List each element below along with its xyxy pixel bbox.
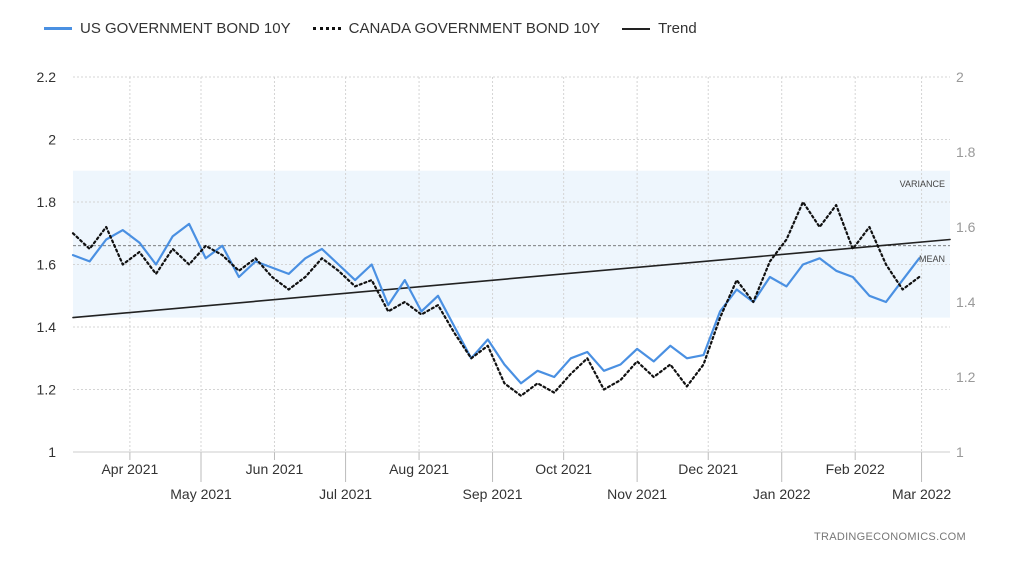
legend-label-trend: Trend	[658, 20, 697, 37]
legend-item-canada[interactable]: CANADA GOVERNMENT BOND 10Y	[312, 20, 601, 37]
y-right-tick-label: 1.6	[956, 219, 976, 235]
x-tick-label: Mar 2022	[892, 486, 951, 502]
series-line-us	[71, 222, 921, 385]
y-left-tick-label: 1.6	[37, 257, 57, 273]
variance-label: VARIANCE	[900, 179, 945, 189]
y-right-tick-label: 2	[956, 69, 964, 85]
x-tick-label: Jun 2021	[246, 461, 304, 477]
source-credit[interactable]: TRADINGECONOMICS.COM	[813, 531, 966, 543]
mean-label: MEAN	[919, 254, 945, 264]
y-left-tick-label: 1.2	[37, 382, 57, 398]
x-tick-label: Sep 2021	[463, 486, 523, 502]
x-tick-label: Dec 2021	[678, 461, 738, 477]
x-tick-label: Aug 2021	[389, 461, 449, 477]
x-tick-label: Apr 2021	[101, 461, 158, 477]
y-left-tick-label: 1.8	[37, 194, 57, 210]
legend-item-trend[interactable]: Trend	[622, 20, 697, 37]
x-tick-label: May 2021	[170, 486, 232, 502]
legend-label-us: US GOVERNMENT BOND 10Y	[80, 20, 291, 37]
y-right-tick-label: 1.2	[956, 369, 976, 385]
y-left-tick-label: 2	[48, 132, 56, 148]
legend-label-canada: CANADA GOVERNMENT BOND 10Y	[348, 20, 601, 37]
legend-item-us[interactable]: US GOVERNMENT BOND 10Y	[44, 20, 291, 37]
y-left-tick-label: 1	[48, 444, 56, 460]
y-right-tick-label: 1	[956, 444, 964, 460]
chart-legend: US GOVERNMENT BOND 10Y CANADA GOVERNMENT…	[44, 20, 719, 37]
variance-band	[73, 170, 950, 318]
y-left-tick-label: 2.2	[37, 69, 57, 85]
x-tick-label: Nov 2021	[607, 486, 667, 502]
y-left-tick-label: 1.4	[37, 319, 57, 335]
legend-swatch-canada	[312, 27, 341, 30]
x-tick-label: Oct 2021	[535, 461, 592, 477]
y-right-tick-label: 1.8	[956, 144, 976, 160]
y-right-tick-label: 1.4	[956, 294, 976, 310]
x-tick-label: Feb 2022	[826, 461, 885, 477]
x-tick-label: Jul 2021	[319, 486, 372, 502]
trend-line	[72, 238, 951, 319]
series-line-canada	[71, 200, 921, 397]
legend-swatch-trend	[622, 27, 651, 30]
legend-swatch-us	[44, 27, 72, 30]
x-tick-label: Jan 2022	[753, 486, 811, 502]
